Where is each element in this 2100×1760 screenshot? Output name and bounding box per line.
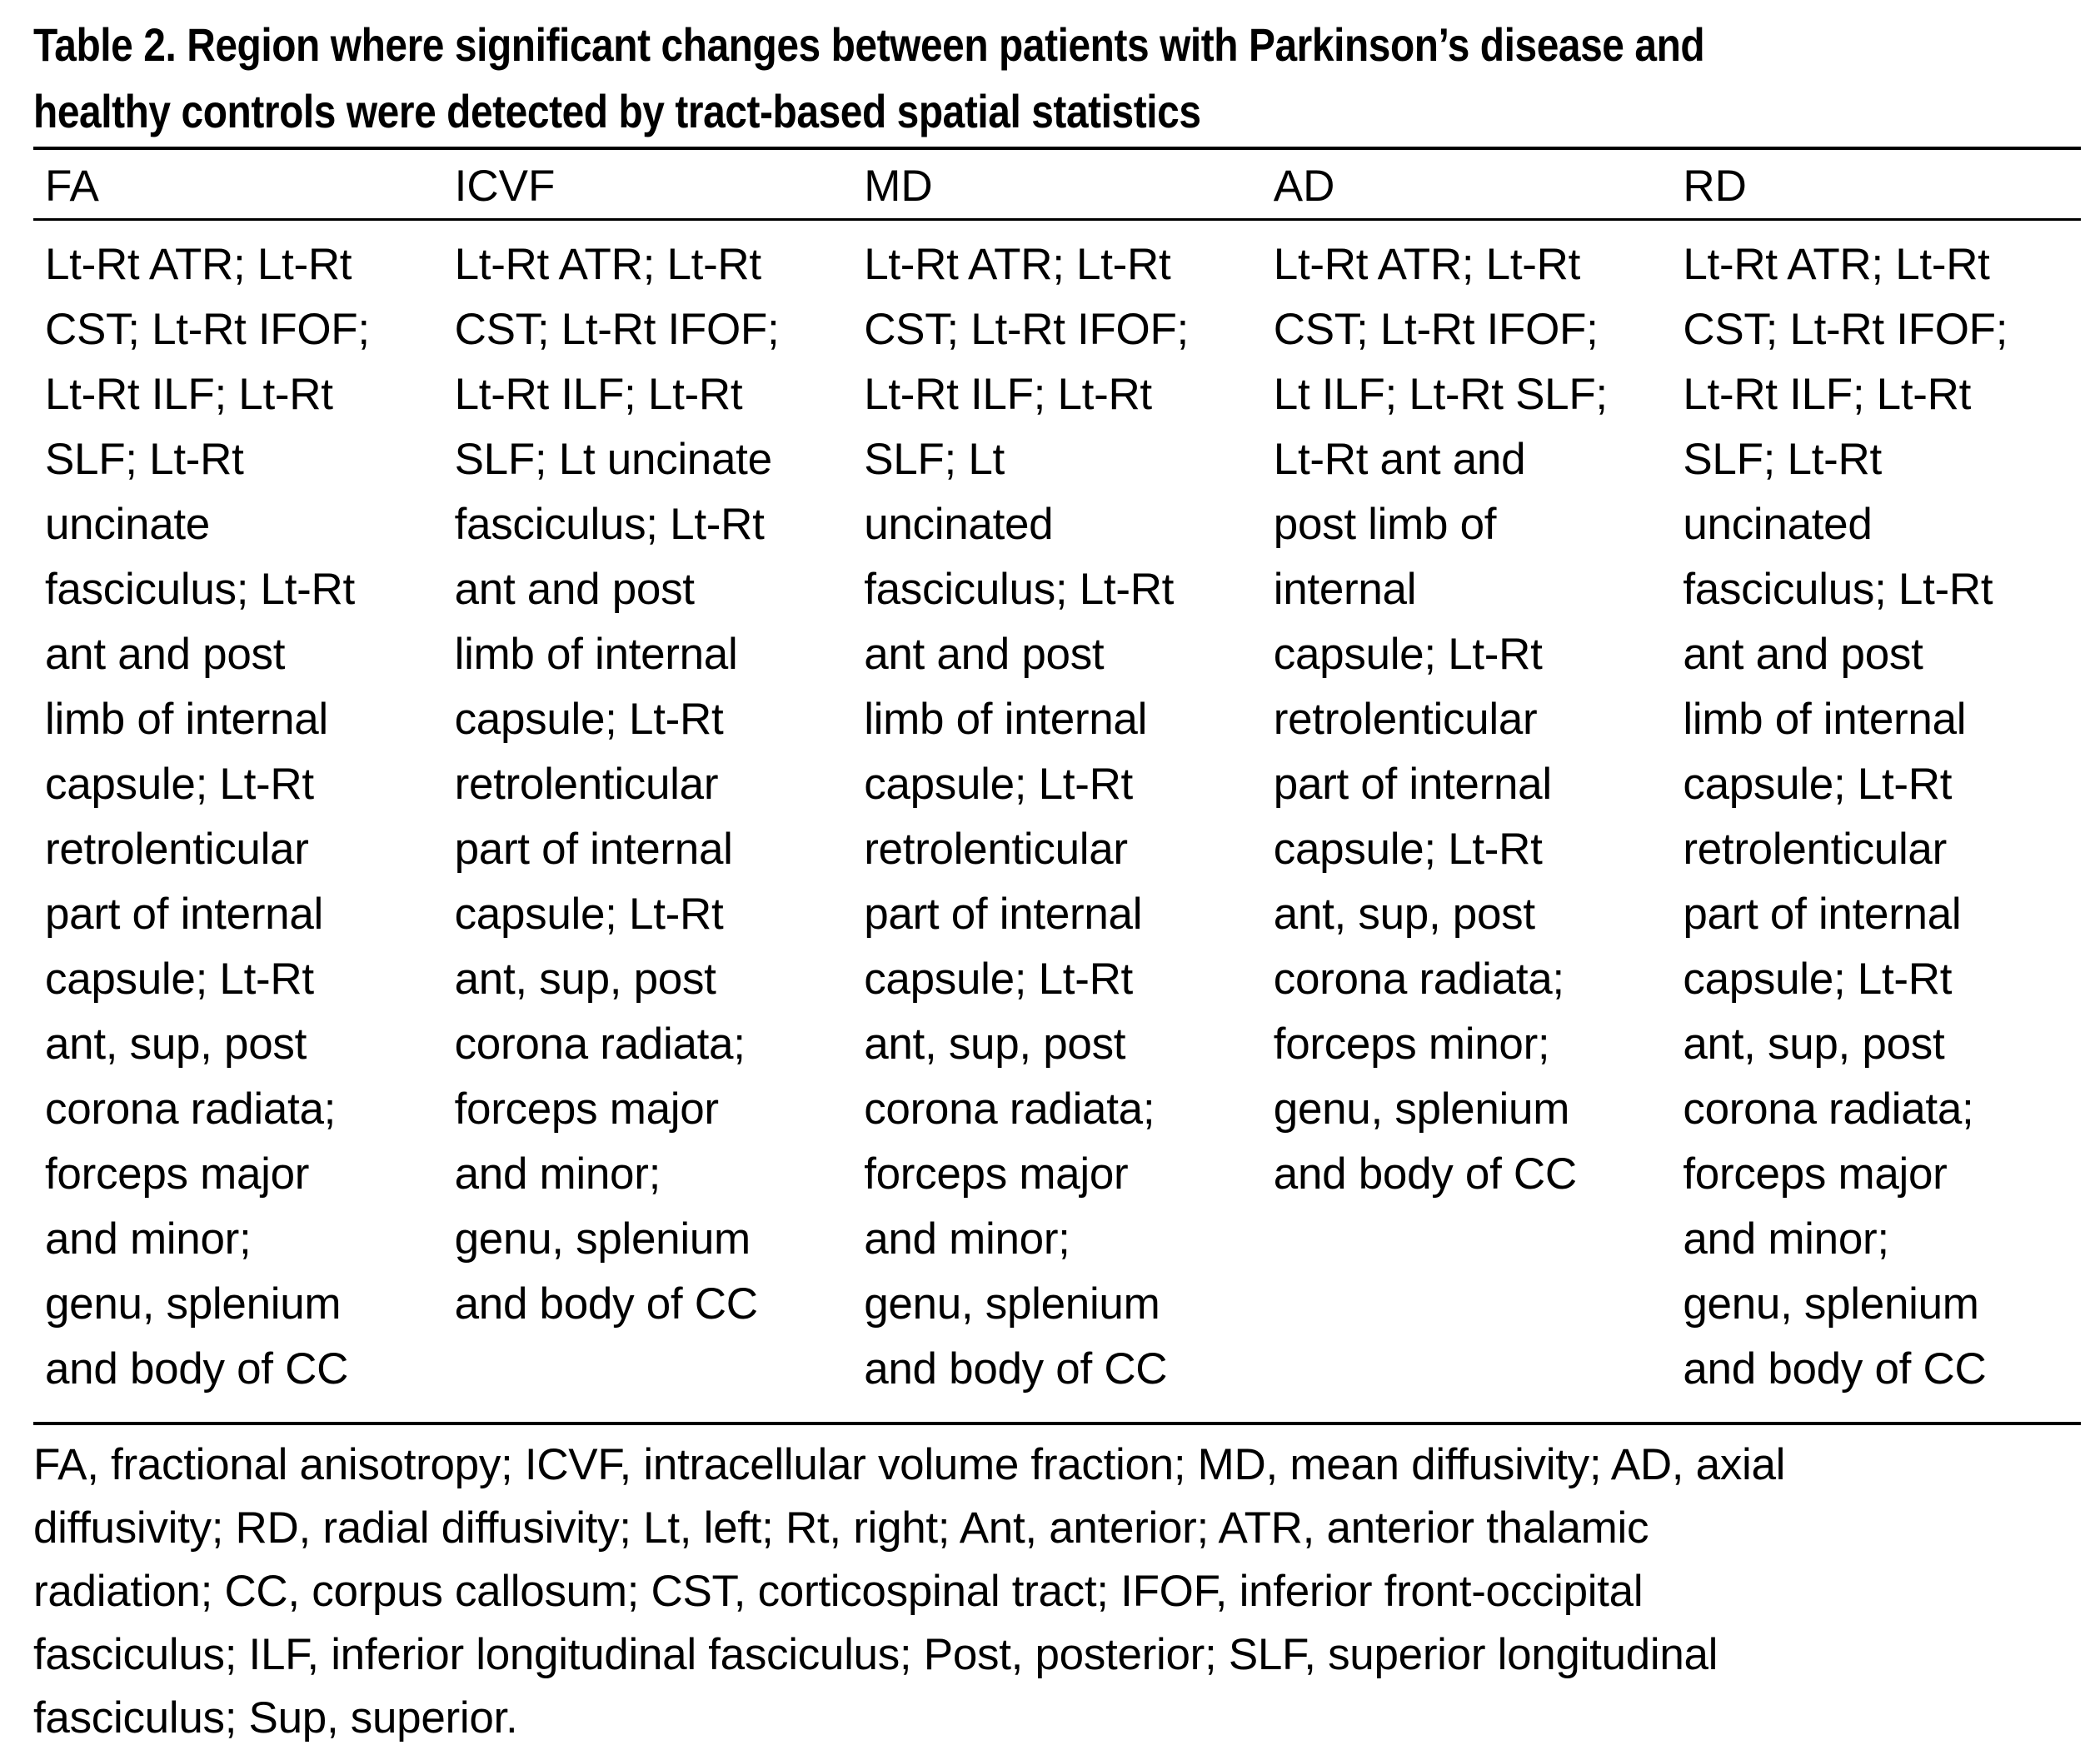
column-cell-icvf: Lt-Rt ATR; Lt-Rt CST; Lt-Rt IFOF; Lt-Rt …: [454, 240, 780, 1329]
table-header-row: FA ICVF MD AD RD: [33, 148, 2081, 221]
table-row: Lt-Rt ATR; Lt-Rt CST; Lt-Rt IFOF; Lt-Rt …: [33, 220, 2081, 1424]
column-header-fa: FA: [33, 148, 443, 221]
column-cell-rd: Lt-Rt ATR; Lt-Rt CST; Lt-Rt IFOF; Lt-Rt …: [1683, 240, 2008, 1394]
column-cell-md: Lt-Rt ATR; Lt-Rt CST; Lt-Rt IFOF; Lt-Rt …: [864, 240, 1189, 1394]
results-table: FA ICVF MD AD RD Lt-Rt ATR; Lt-Rt CST; L…: [33, 147, 2081, 1425]
column-header-icvf: ICVF: [442, 148, 853, 221]
table-body: Lt-Rt ATR; Lt-Rt CST; Lt-Rt IFOF; Lt-Rt …: [33, 220, 2081, 1424]
column-header-ad: AD: [1261, 148, 1672, 221]
table-footnote: FA, fractional anisotropy; ICVF, intrace…: [33, 1440, 1786, 1743]
column-cell-fa: Lt-Rt ATR; Lt-Rt CST; Lt-Rt IFOF; Lt-Rt …: [45, 240, 370, 1394]
column-header-md: MD: [852, 148, 1262, 221]
column-cell-ad: Lt-Rt ATR; Lt-Rt CST; Lt-Rt IFOF; Lt ILF…: [1273, 240, 1608, 1199]
table-caption: Table 2. Region where significant change…: [33, 18, 1705, 137]
column-header-rd: RD: [1671, 148, 2081, 221]
